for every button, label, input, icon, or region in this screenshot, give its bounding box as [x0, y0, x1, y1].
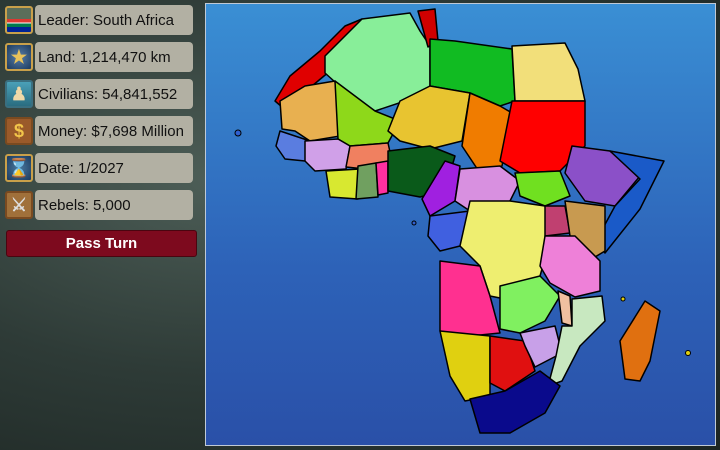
country-tanzania[interactable] [539, 235, 601, 298]
country-togo[interactable] [375, 160, 389, 196]
country-namibia[interactable] [439, 330, 491, 402]
stat-civilians[interactable]: ♟ Civilians: 54,841,552 [5, 78, 193, 110]
stat-date[interactable]: ⌛ Date: 1/2027 [5, 152, 193, 184]
country-cameroon[interactable] [421, 160, 461, 217]
stat-land[interactable]: ★ Land: 1,214,470 km [5, 41, 193, 73]
stat-label: Rebels: 5,000 [35, 190, 193, 220]
country-south-sudan[interactable] [514, 170, 571, 207]
country-ivory-coast[interactable] [325, 168, 361, 200]
country-south-africa[interactable] [469, 370, 561, 434]
country-west-africa[interactable] [304, 138, 351, 172]
country-niger[interactable] [387, 85, 471, 150]
country-chad[interactable] [461, 92, 513, 174]
stat-label: Land: 1,214,470 km [35, 42, 193, 72]
country-senegal-guinea[interactable] [275, 130, 311, 162]
island [234, 129, 242, 137]
country-gabon-congo[interactable] [427, 210, 471, 252]
country-egypt[interactable] [511, 42, 586, 102]
dollar-icon: $ [5, 117, 33, 145]
pass-turn-button[interactable]: Pass Turn [6, 230, 197, 257]
map-svg [234, 8, 691, 434]
island [685, 350, 691, 356]
country-malawi[interactable] [557, 290, 573, 327]
hourglass-icon: ⌛ [5, 154, 33, 182]
country-botswana[interactable] [489, 335, 536, 392]
leader-flag-icon [5, 6, 33, 34]
stat-rebels[interactable]: ⚔ Rebels: 5,000 [5, 189, 193, 221]
stat-label: Civilians: 54,841,552 [35, 79, 193, 109]
civilians-icon: ♟ [5, 80, 33, 108]
crossed-swords-icon: ⚔ [5, 191, 33, 219]
island [620, 296, 626, 302]
stat-label: Date: 1/2027 [35, 153, 193, 183]
stat-leader[interactable]: Leader: South Africa [5, 4, 193, 36]
stat-label: Leader: South Africa [35, 5, 193, 35]
stat-label: Money: $7,698 Million [35, 116, 193, 146]
africa-map[interactable] [205, 3, 716, 446]
globe-star-icon: ★ [5, 43, 33, 71]
stat-money[interactable]: $ Money: $7,698 Million [5, 115, 193, 147]
country-madagascar[interactable] [619, 300, 661, 382]
country-mauritania[interactable] [279, 80, 341, 142]
country-zimbabwe[interactable] [519, 325, 563, 368]
country-zambia[interactable] [499, 275, 561, 334]
country-ghana[interactable] [355, 162, 379, 200]
island [411, 220, 417, 226]
